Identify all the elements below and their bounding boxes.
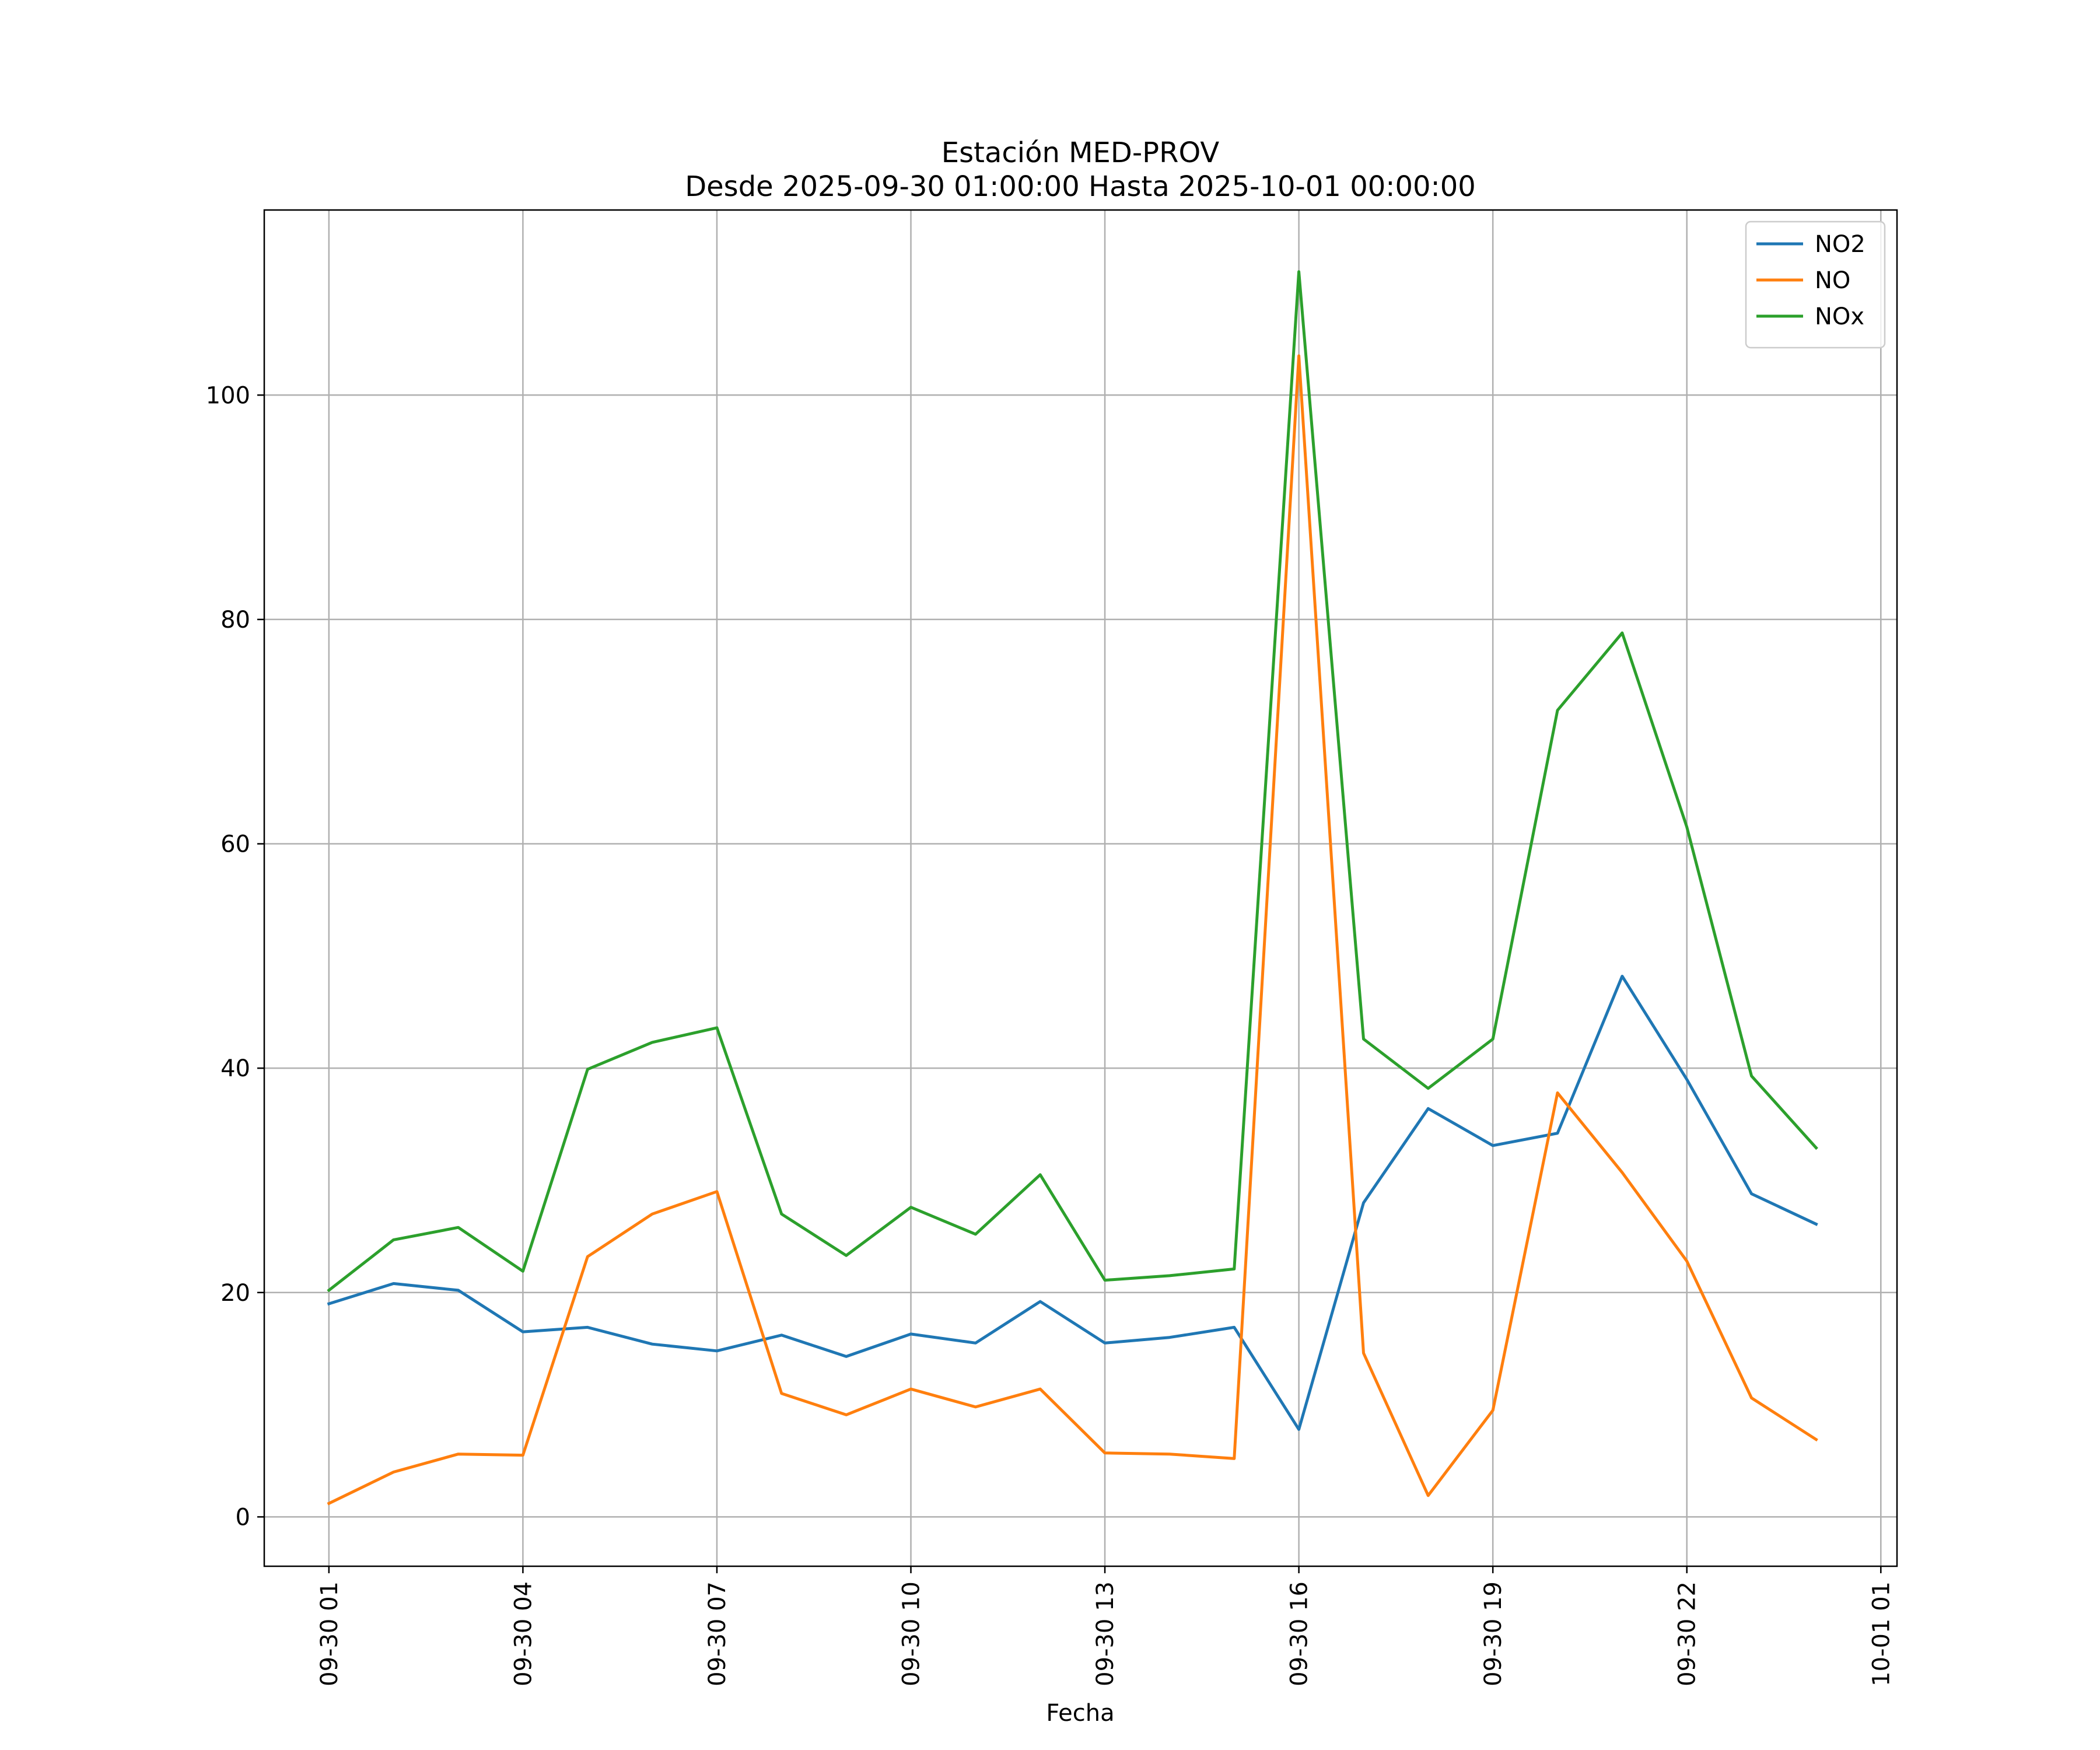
grid	[264, 210, 1897, 1566]
series-lines	[327, 270, 1818, 1506]
y-tick-label: 40	[220, 1055, 250, 1082]
x-tick-label: 09-30 13	[1092, 1581, 1119, 1686]
y-axis-ticks: 0 20 40 60 80 100	[206, 382, 264, 1531]
x-tick-label: 09-30 07	[704, 1581, 731, 1686]
x-axis-ticks: 09-30 01 09-30 04 09-30 07 09-30 10 09-30 13…	[316, 1566, 1895, 1686]
x-tick-label: 09-30 22	[1674, 1581, 1701, 1686]
y-tick-label: 60	[220, 831, 250, 858]
series-line-nox	[327, 270, 1818, 1293]
legend-label-no2: NO2	[1815, 231, 1866, 258]
x-tick-label: 09-30 16	[1286, 1581, 1313, 1686]
legend: NO2 NO NOx	[1745, 220, 1886, 349]
y-tick-label: 20	[220, 1280, 250, 1307]
x-tick-label: 09-30 19	[1480, 1581, 1507, 1686]
y-tick-label: 100	[206, 382, 250, 409]
chart-subtitle: Desde 2025-09-30 01:00:00 Hasta 2025-10-…	[685, 170, 1476, 203]
x-tick-label: 09-30 01	[316, 1581, 343, 1686]
plot-frame	[263, 209, 1898, 1567]
chart-title: Estación MED-PROV	[942, 136, 1220, 169]
y-tick-label: 80	[220, 607, 250, 634]
x-axis-label: Fecha	[1046, 1700, 1114, 1727]
legend-label-nox: NOx	[1815, 303, 1864, 330]
x-tick-label: 09-30 10	[898, 1581, 925, 1686]
series-line-no	[327, 354, 1818, 1506]
x-tick-label: 10-01 01	[1868, 1581, 1895, 1686]
y-tick-label: 0	[236, 1504, 250, 1531]
x-tick-label: 09-30 04	[510, 1581, 537, 1686]
legend-label-no: NO	[1815, 267, 1850, 294]
